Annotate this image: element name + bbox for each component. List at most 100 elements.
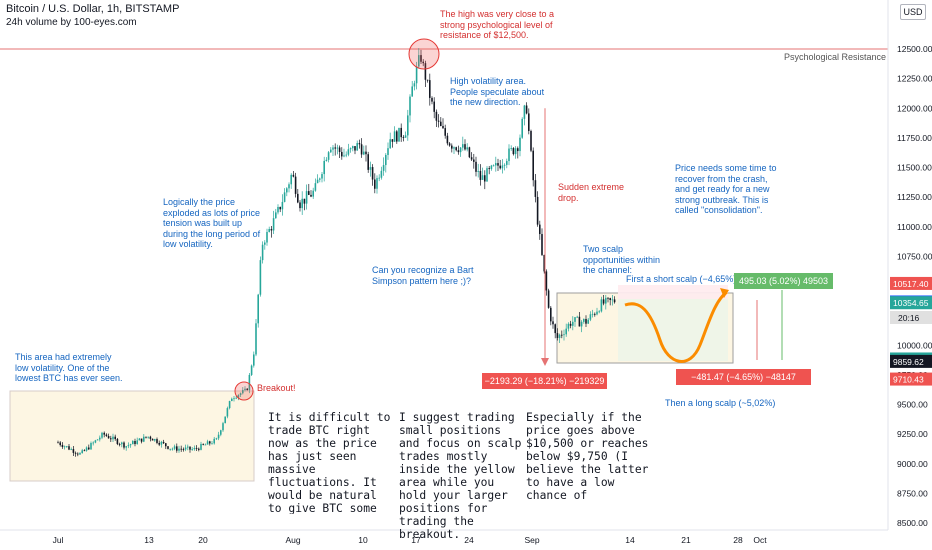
candle-body — [125, 446, 127, 448]
candle-body — [356, 143, 358, 151]
candle-body — [90, 443, 92, 450]
candle-body — [206, 441, 209, 445]
annotation-high: The high was very close to a strong psyc… — [440, 9, 555, 40]
candle-body — [270, 228, 273, 231]
price-tag-label: 9859.62 — [893, 357, 924, 367]
candle-body — [325, 159, 328, 161]
candle-body — [501, 165, 504, 169]
candle-body — [127, 445, 130, 447]
candle-body — [404, 135, 407, 138]
candle-body — [68, 446, 70, 450]
candle-body — [195, 447, 198, 449]
candle-body — [96, 439, 99, 441]
candle-body — [391, 139, 394, 142]
candle-body — [231, 398, 233, 402]
candle-body — [332, 147, 334, 150]
candle-body — [77, 453, 79, 455]
candle-body — [541, 234, 543, 255]
candle-body — [528, 113, 530, 131]
candle-body — [250, 365, 253, 375]
drop-arrowhead — [541, 358, 549, 366]
candle-body — [554, 324, 556, 334]
timer-tag — [890, 310, 932, 324]
note-suggest: I suggest trading small positions and fo… — [399, 411, 522, 541]
candle-body — [444, 128, 446, 136]
candle-body — [543, 254, 545, 272]
candle-body — [191, 449, 193, 450]
candle-body — [178, 448, 180, 451]
candle-body — [534, 180, 537, 197]
candle-body — [248, 374, 251, 391]
candle-body — [279, 206, 281, 210]
candle-body — [121, 442, 123, 445]
candle-body — [470, 157, 473, 160]
candle-body — [217, 434, 220, 439]
note-especially: Especially if the price goes above $10,5… — [526, 411, 649, 502]
candle-body — [222, 423, 224, 431]
candle-body — [294, 176, 297, 194]
candle-body — [411, 86, 413, 97]
candle-body — [336, 147, 339, 149]
candle-body — [123, 442, 125, 448]
candle-body — [440, 121, 442, 126]
candle-body — [459, 147, 462, 153]
candle-body — [565, 328, 567, 335]
candle-body — [523, 105, 526, 119]
candle-body — [365, 151, 367, 155]
candle-body — [259, 260, 262, 295]
candle-body — [136, 440, 138, 445]
candle-body — [319, 178, 321, 180]
x-tick-label: 13 — [144, 535, 154, 545]
candle-body — [602, 299, 605, 304]
candle-body — [85, 447, 88, 451]
candle-body — [338, 147, 341, 152]
candle-body — [583, 318, 585, 322]
candle-body — [598, 311, 600, 313]
candle-body — [481, 175, 484, 180]
breakout-circle — [234, 381, 254, 401]
candle-body — [409, 96, 411, 116]
annotation-long-scalp: Then a long scalp (~5,02%) — [665, 398, 776, 408]
candle-body — [572, 321, 574, 326]
candle-body — [132, 440, 134, 445]
candle-body — [66, 446, 68, 447]
candle-body — [446, 135, 449, 144]
candle-body — [114, 436, 116, 440]
candle-body — [283, 192, 286, 202]
candle-body — [506, 161, 508, 165]
candle-body — [61, 444, 64, 447]
x-tick-label: Aug — [285, 535, 300, 545]
annotation-consolidation: Price needs some time to recover from th… — [675, 163, 777, 215]
candle-body — [158, 442, 160, 445]
candle-body — [239, 393, 242, 396]
candle-body — [116, 439, 119, 445]
candle-body — [184, 447, 187, 450]
annotation-volatility: High volatility area. People speculate a… — [450, 76, 545, 107]
annotation-two-scalp: Two scalp opportunities within the chann… — [583, 244, 661, 275]
candle-body — [556, 333, 559, 338]
candle-body — [343, 155, 345, 157]
y-tick-label: 12500.00 — [897, 44, 932, 54]
candle-body — [539, 224, 541, 235]
candle-body — [437, 120, 440, 122]
candle-body — [563, 334, 565, 336]
y-tick-label: 9000.00 — [897, 459, 928, 469]
candle-body — [107, 436, 110, 439]
candle-body — [600, 299, 603, 312]
candle-body — [492, 165, 495, 167]
currency-button[interactable]: USD — [900, 4, 926, 20]
candle-body — [413, 83, 416, 87]
candle-body — [187, 446, 189, 448]
candle-body — [569, 323, 572, 326]
x-tick-label: 28 — [733, 535, 743, 545]
price-tag — [890, 354, 932, 368]
candle-body — [70, 449, 72, 450]
candle-body — [316, 179, 319, 184]
candle-body — [341, 151, 343, 157]
candle-body — [585, 318, 587, 324]
candle-body — [589, 314, 592, 320]
candle-body — [424, 63, 427, 80]
candle-body — [508, 148, 510, 162]
candle-body — [426, 79, 429, 81]
